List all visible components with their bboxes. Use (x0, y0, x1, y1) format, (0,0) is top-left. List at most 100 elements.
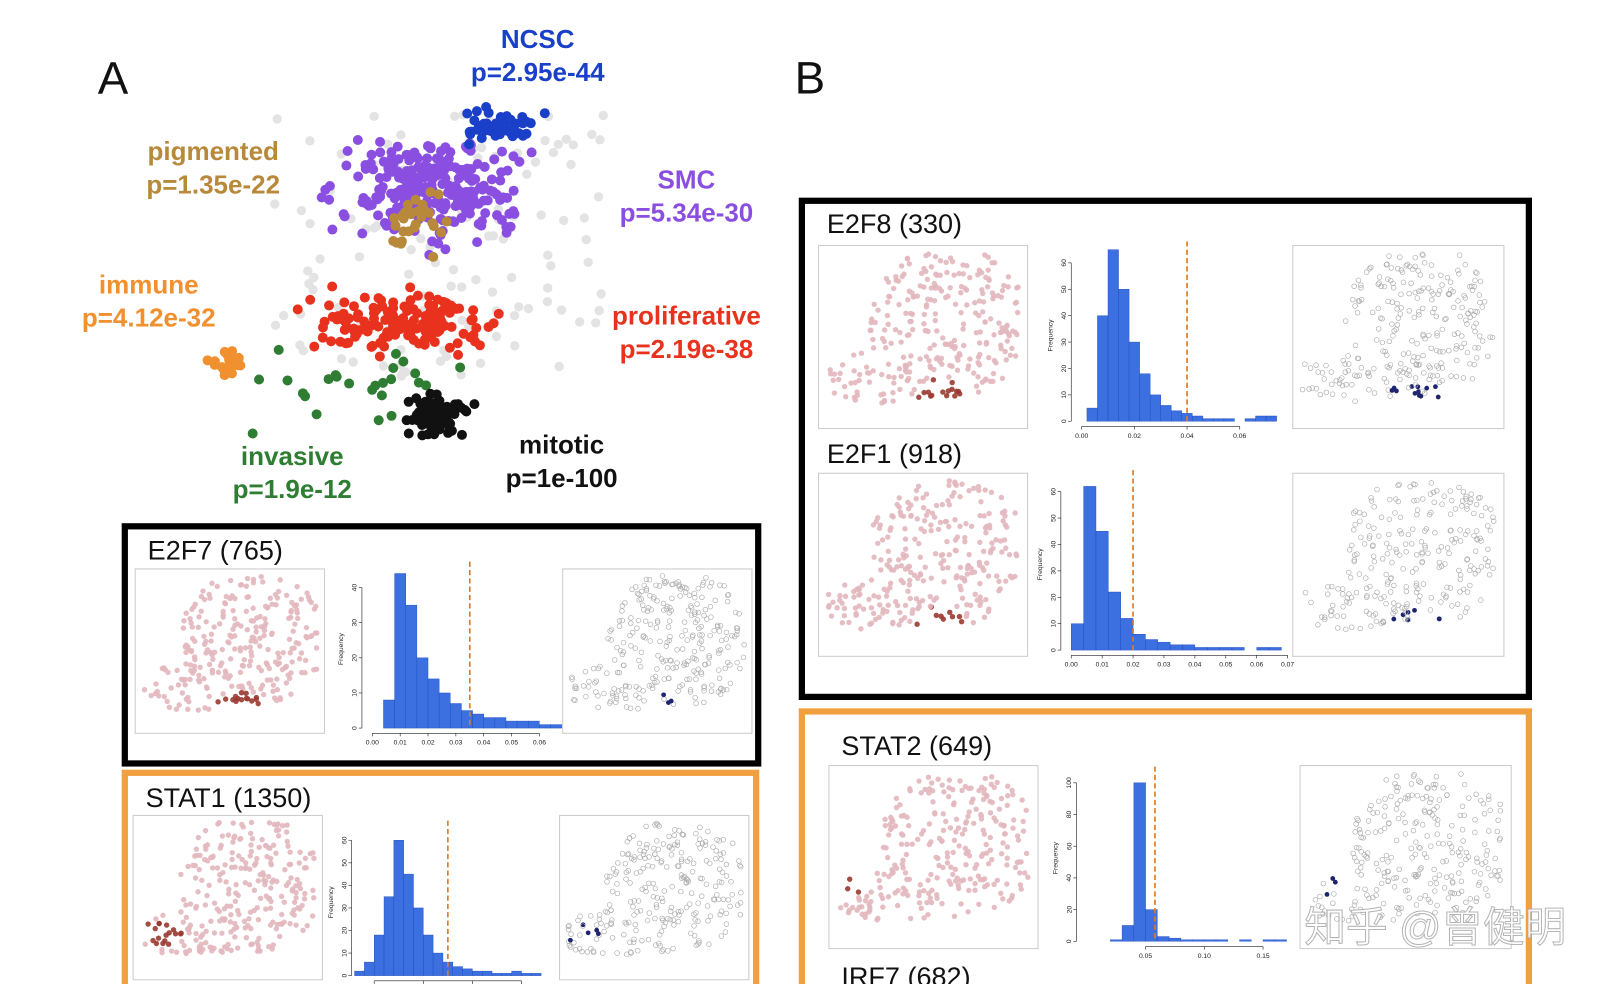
cell-dot (1328, 612, 1334, 619)
cell-dot (1474, 355, 1480, 361)
cell-dot (932, 811, 938, 817)
cell-dot (1357, 625, 1363, 632)
cell-dot (1457, 538, 1464, 544)
cell-dot (1351, 527, 1357, 533)
cell-dot (377, 377, 388, 388)
cell-dot (1352, 829, 1358, 835)
cell-dot (297, 906, 303, 912)
cell-dot (922, 564, 928, 570)
cell-dot (957, 564, 964, 571)
cell-dot (417, 199, 428, 210)
cell-dot (905, 892, 911, 899)
cell-dot (374, 351, 385, 362)
cell-dot (661, 696, 667, 702)
cell-dot (1405, 384, 1412, 391)
cell-dot (456, 429, 467, 440)
cell-dot (1370, 553, 1377, 560)
cell-dot (1299, 386, 1306, 393)
cell-dot (1475, 495, 1482, 501)
cell-dot (606, 902, 613, 908)
cell-dot (1431, 806, 1437, 813)
cell-dot (670, 665, 676, 671)
cell-dot (1377, 914, 1383, 921)
cell-dot (866, 379, 873, 385)
cell-dot (927, 603, 934, 610)
cell-dot (718, 879, 725, 886)
cell-dot (957, 778, 963, 784)
cell-dot (1409, 266, 1416, 273)
x-tick-label: 0.05 (505, 740, 518, 747)
cell-dot (1456, 567, 1462, 574)
cell-dot (1364, 585, 1370, 592)
cell-dot (323, 374, 334, 385)
cell-dot (1463, 493, 1469, 500)
cell-dot (633, 692, 639, 698)
cell-dot (1368, 495, 1374, 501)
histogram-bar (482, 970, 493, 976)
cell-dot (1352, 342, 1359, 349)
cell-dot (261, 632, 267, 639)
cell-dot (998, 890, 1004, 897)
cell-dot (265, 604, 271, 610)
cell-dot (269, 630, 275, 636)
cell-dot (396, 238, 407, 249)
cell-dot (707, 913, 714, 919)
cell-dot (945, 293, 951, 299)
cell-dot (646, 854, 652, 860)
cell-dot (1472, 548, 1479, 554)
cell-dot (232, 833, 238, 839)
cell-dot (1438, 360, 1444, 366)
cell-dot (669, 846, 675, 852)
cell-dot (1421, 370, 1427, 376)
cell-dot (439, 165, 450, 176)
cell-dot (906, 577, 913, 584)
cell-dot (1381, 825, 1388, 832)
cell-dot (638, 649, 645, 656)
cell-dot (1350, 296, 1356, 303)
cell-dot (238, 865, 244, 871)
cell-dot (925, 296, 931, 302)
cell-dot (1394, 306, 1400, 312)
cell-dot (283, 882, 290, 889)
cell-dot (949, 379, 955, 386)
cell-dot (1009, 787, 1015, 794)
cell-dot (294, 583, 300, 590)
cell-dot (258, 667, 265, 674)
cell-dot (1378, 514, 1385, 521)
cell-dot (946, 523, 952, 530)
cell-dot (274, 676, 280, 682)
cell-dot (708, 614, 714, 620)
cell-dot (968, 799, 975, 806)
cell-dot (859, 904, 865, 910)
cell-dot (225, 832, 232, 838)
cell-dot (855, 889, 862, 895)
cell-dot (1482, 841, 1488, 847)
cell-dot (1353, 844, 1360, 851)
cell-dot (966, 487, 972, 494)
cell-dot (227, 656, 234, 662)
cell-dot (1343, 626, 1349, 632)
histogram-bar (1265, 415, 1277, 422)
cell-dot (1436, 379, 1443, 386)
tsne-frame (134, 568, 326, 734)
cell-dot (1376, 798, 1382, 804)
cell-dot (923, 512, 930, 518)
y-axis-label: Frequency (1053, 842, 1060, 875)
cluster-name: SMC (658, 164, 716, 194)
cell-dot (397, 173, 408, 184)
cell-dot (1307, 365, 1314, 371)
cell-dot (1430, 373, 1436, 379)
histogram-bar (1180, 939, 1193, 942)
histogram-bar (394, 573, 406, 729)
cell-dot (232, 633, 238, 639)
cell-dot (317, 332, 328, 343)
cell-dot (706, 653, 712, 659)
row-title: E2F1 (918) (827, 439, 962, 469)
cell-dot (569, 674, 575, 681)
cell-dot (716, 628, 723, 634)
cell-dot (952, 866, 959, 873)
cell-dot (614, 890, 621, 897)
cell-dot (184, 926, 191, 932)
cell-dot (1385, 878, 1391, 885)
cell-dot (219, 930, 225, 936)
